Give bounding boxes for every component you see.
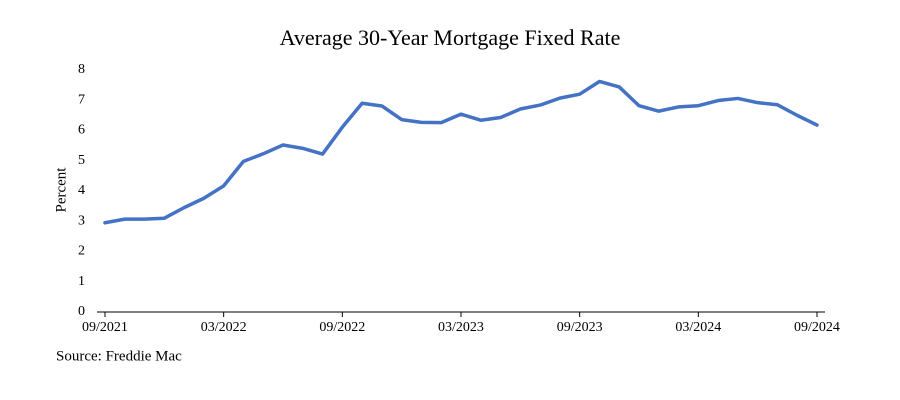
x-tick-label: 03/2024: [675, 320, 721, 335]
y-tick-label: 2: [78, 244, 85, 259]
y-tick-label: 7: [78, 92, 85, 107]
y-tick-label: 0: [78, 304, 85, 319]
y-tick-label: 5: [78, 153, 85, 168]
y-tick-label: 8: [78, 62, 85, 77]
chart-title: Average 30-Year Mortgage Fixed Rate: [280, 25, 621, 50]
y-tick-label: 6: [78, 123, 85, 138]
x-tick-label: 03/2023: [438, 320, 484, 335]
x-tick-label: 09/2022: [319, 320, 365, 335]
y-tick-label: 3: [78, 213, 85, 228]
y-tick-label: 4: [78, 183, 85, 198]
x-tick-label: 09/2024: [794, 320, 840, 335]
x-tick-label: 03/2022: [201, 320, 247, 335]
y-axis-label: Percent: [53, 167, 69, 213]
data-line: [103, 79, 819, 225]
x-tick-label: 09/2021: [82, 320, 128, 335]
x-tick-label: 09/2023: [557, 320, 603, 335]
source-note: Source: Freddie Mac: [56, 348, 182, 364]
y-tick-label: 1: [78, 274, 85, 289]
